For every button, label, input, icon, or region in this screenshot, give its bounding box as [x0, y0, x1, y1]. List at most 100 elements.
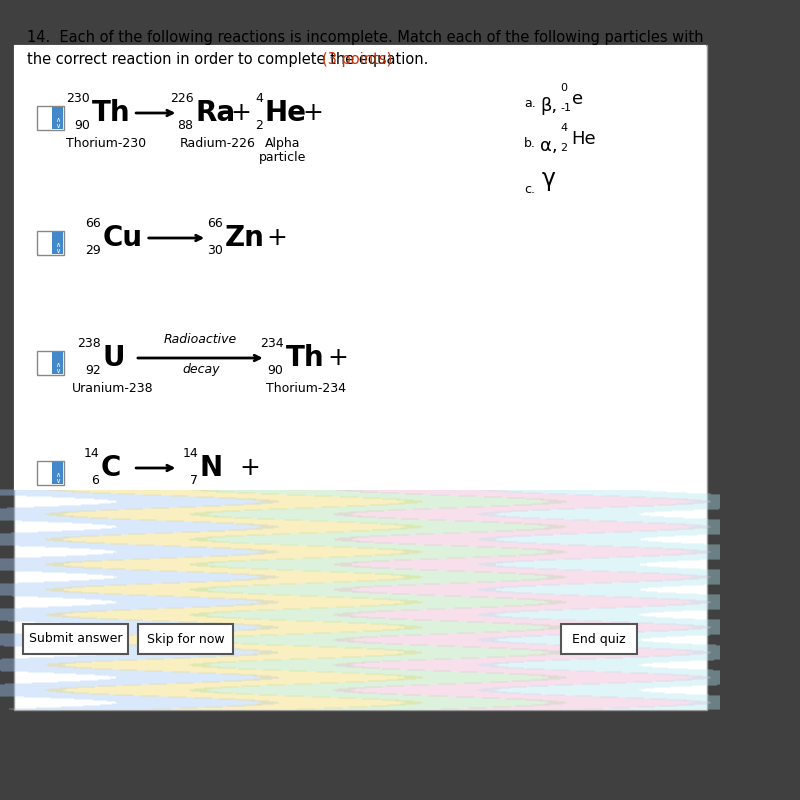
FancyBboxPatch shape — [91, 604, 254, 606]
FancyBboxPatch shape — [114, 518, 275, 520]
FancyBboxPatch shape — [98, 678, 260, 681]
FancyBboxPatch shape — [201, 490, 363, 492]
FancyBboxPatch shape — [46, 588, 208, 590]
FancyBboxPatch shape — [658, 504, 800, 506]
FancyBboxPatch shape — [365, 686, 527, 688]
FancyBboxPatch shape — [259, 602, 421, 604]
FancyBboxPatch shape — [564, 558, 726, 560]
FancyBboxPatch shape — [74, 667, 236, 669]
FancyBboxPatch shape — [692, 676, 800, 678]
FancyBboxPatch shape — [367, 648, 530, 650]
FancyBboxPatch shape — [362, 667, 524, 669]
FancyBboxPatch shape — [336, 665, 498, 667]
FancyBboxPatch shape — [99, 503, 261, 505]
FancyBboxPatch shape — [216, 636, 378, 638]
FancyBboxPatch shape — [360, 522, 522, 524]
FancyBboxPatch shape — [74, 661, 236, 663]
FancyBboxPatch shape — [0, 516, 88, 518]
FancyBboxPatch shape — [495, 597, 658, 599]
FancyBboxPatch shape — [201, 690, 362, 693]
FancyBboxPatch shape — [261, 601, 423, 603]
FancyBboxPatch shape — [94, 668, 256, 670]
FancyBboxPatch shape — [394, 603, 556, 605]
FancyBboxPatch shape — [506, 661, 669, 663]
FancyBboxPatch shape — [14, 45, 706, 490]
FancyBboxPatch shape — [527, 674, 690, 676]
FancyBboxPatch shape — [404, 500, 566, 502]
FancyBboxPatch shape — [115, 627, 278, 629]
FancyBboxPatch shape — [190, 563, 352, 565]
FancyBboxPatch shape — [193, 662, 354, 665]
FancyBboxPatch shape — [93, 492, 254, 494]
FancyBboxPatch shape — [690, 577, 800, 579]
FancyBboxPatch shape — [0, 640, 67, 642]
FancyBboxPatch shape — [267, 684, 429, 686]
FancyBboxPatch shape — [202, 681, 364, 683]
FancyBboxPatch shape — [117, 493, 278, 495]
FancyBboxPatch shape — [334, 546, 495, 548]
FancyBboxPatch shape — [674, 678, 800, 681]
FancyBboxPatch shape — [350, 616, 512, 618]
FancyBboxPatch shape — [394, 524, 557, 526]
FancyBboxPatch shape — [94, 498, 256, 500]
Text: ∧: ∧ — [55, 362, 60, 368]
FancyBboxPatch shape — [249, 578, 410, 580]
FancyBboxPatch shape — [693, 702, 800, 704]
FancyBboxPatch shape — [191, 613, 353, 615]
FancyBboxPatch shape — [537, 578, 698, 580]
FancyBboxPatch shape — [370, 504, 531, 506]
FancyBboxPatch shape — [323, 621, 485, 623]
FancyBboxPatch shape — [369, 534, 531, 537]
FancyBboxPatch shape — [546, 518, 707, 520]
FancyBboxPatch shape — [240, 654, 402, 656]
FancyBboxPatch shape — [507, 497, 669, 499]
FancyBboxPatch shape — [362, 630, 525, 632]
FancyBboxPatch shape — [117, 626, 278, 628]
FancyBboxPatch shape — [243, 624, 406, 626]
FancyBboxPatch shape — [69, 547, 231, 549]
FancyBboxPatch shape — [681, 578, 800, 580]
FancyBboxPatch shape — [246, 598, 407, 601]
FancyBboxPatch shape — [334, 589, 496, 591]
FancyBboxPatch shape — [191, 690, 354, 692]
FancyBboxPatch shape — [0, 534, 121, 536]
Text: Uranium-238: Uranium-238 — [72, 382, 154, 395]
FancyBboxPatch shape — [115, 525, 277, 527]
FancyBboxPatch shape — [58, 662, 221, 664]
FancyBboxPatch shape — [302, 557, 465, 559]
FancyBboxPatch shape — [582, 682, 744, 685]
FancyBboxPatch shape — [50, 512, 212, 514]
FancyBboxPatch shape — [45, 638, 207, 641]
FancyBboxPatch shape — [336, 489, 498, 491]
FancyBboxPatch shape — [189, 638, 351, 641]
FancyBboxPatch shape — [255, 702, 418, 705]
FancyBboxPatch shape — [286, 694, 447, 697]
FancyBboxPatch shape — [0, 510, 96, 512]
FancyBboxPatch shape — [116, 651, 278, 653]
FancyBboxPatch shape — [260, 676, 422, 678]
FancyBboxPatch shape — [614, 596, 777, 598]
FancyBboxPatch shape — [344, 515, 506, 517]
FancyBboxPatch shape — [513, 534, 675, 537]
FancyBboxPatch shape — [0, 536, 81, 538]
FancyBboxPatch shape — [404, 676, 566, 678]
FancyBboxPatch shape — [394, 558, 556, 561]
FancyBboxPatch shape — [201, 646, 363, 649]
FancyBboxPatch shape — [538, 603, 700, 605]
FancyBboxPatch shape — [0, 542, 128, 545]
FancyBboxPatch shape — [102, 598, 263, 601]
FancyBboxPatch shape — [116, 652, 278, 654]
FancyBboxPatch shape — [49, 662, 210, 665]
Text: Alpha: Alpha — [265, 137, 301, 150]
FancyBboxPatch shape — [237, 492, 398, 494]
FancyBboxPatch shape — [252, 628, 414, 630]
FancyBboxPatch shape — [255, 502, 417, 504]
FancyBboxPatch shape — [170, 632, 331, 634]
FancyBboxPatch shape — [443, 532, 605, 534]
FancyBboxPatch shape — [406, 669, 569, 671]
FancyBboxPatch shape — [23, 624, 128, 654]
FancyBboxPatch shape — [9, 708, 171, 710]
FancyBboxPatch shape — [0, 494, 161, 496]
FancyBboxPatch shape — [463, 646, 626, 648]
FancyBboxPatch shape — [117, 526, 279, 528]
